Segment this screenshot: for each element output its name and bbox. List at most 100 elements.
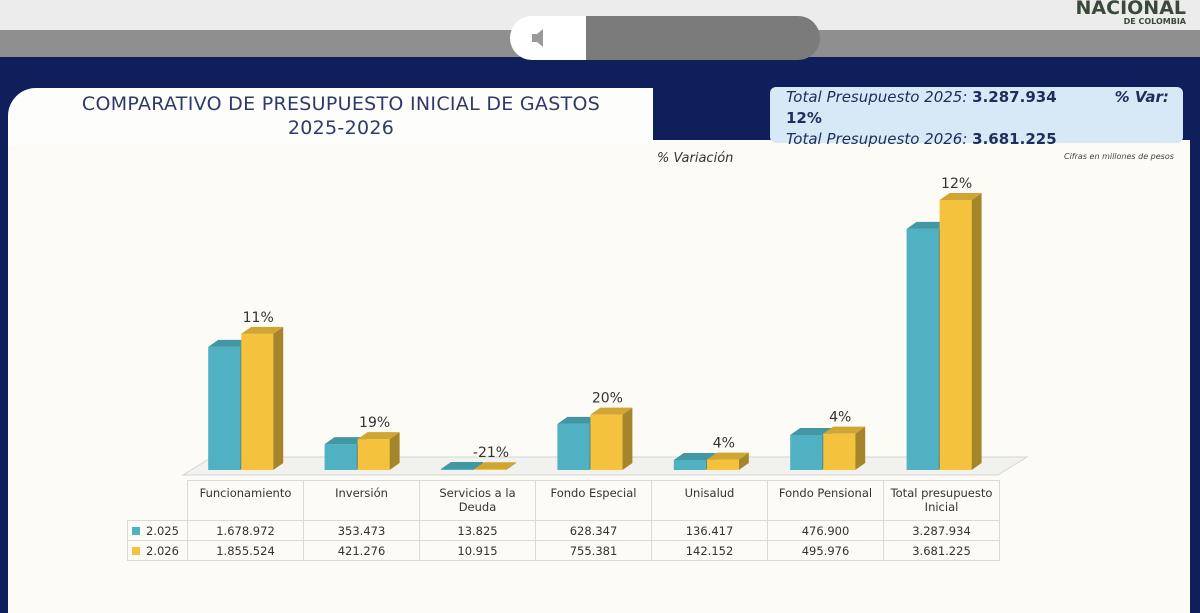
bar [823,426,866,470]
table-value: 3.681.225 [883,540,1000,561]
bar-side [389,432,400,470]
bar-top [790,428,833,436]
category-label: Fondo Especial [535,480,652,521]
bar-top [590,407,633,415]
bar-front [790,435,823,470]
logo-line: NACIONAL [1075,0,1186,19]
bar-front [939,200,972,470]
data-table: Funcionamiento Inversión Servicios a la De… [127,480,1000,561]
chart-subtitle: % Variación [657,151,734,166]
bar-side [855,426,866,470]
data-label: 4% [713,436,735,452]
note: Cifras en millones de pesos [1064,152,1174,161]
bar-front [557,423,590,470]
category-label: Total presupuesto Inicial [883,480,1000,521]
bar-top [557,416,600,424]
bar-side [506,462,516,470]
bar [590,407,633,470]
bar-side [273,326,284,470]
bar [474,462,516,470]
table-value: 136.417 [651,520,768,541]
bar-top [324,437,367,445]
bar [357,432,400,470]
bar-top [441,461,483,469]
bar [706,452,749,470]
bar-front [441,468,473,470]
table-value: 353.473 [303,520,420,541]
title-box: COMPARATIVO DE PRESUPUESTO INICIAL DE GA… [8,88,653,145]
label: Total Presupuesto 2026: [786,130,968,148]
bar-top [208,339,251,347]
bar [939,193,982,470]
category-label: Servicios a la Deuda [419,480,536,521]
legend-entry: 2.025 [127,520,188,541]
audio-control[interactable] [510,16,820,60]
category-label: Unisalud [651,480,768,521]
legend-entry: 2.026 [127,540,188,561]
table-row: 2.026 1.855.524 421.276 10.915 755.381 142.15… [127,540,1000,561]
bar-front [590,414,623,470]
value: 3.287.934 [972,88,1057,106]
bar [241,326,284,470]
corner [128,481,188,521]
bar-side [971,193,982,470]
data-label: -21% [473,445,509,461]
bar-side [622,407,633,470]
total-line: Total Presupuesto 2026: 3.681.225 [786,129,1183,150]
table-value: 142.152 [651,540,768,561]
bar-front [673,459,706,470]
total-line: Total Presupuesto 2025: 3.287.934 % Var: [786,87,1183,108]
table-row: 2.025 1.678.972 353.473 13.825 628.347 136.41… [127,520,1000,541]
category-label: Funcionamiento [187,480,304,521]
table-value: 3.287.934 [883,520,1000,541]
legend-swatch [132,526,140,535]
logo: NACIONAL DE COLOMBIA [1076,0,1186,26]
legend-swatch [132,546,140,555]
table-value: 628.347 [535,520,652,541]
data-label: 12% [941,176,972,192]
value: 12% [786,109,822,127]
data-label: 11% [243,310,274,326]
table-value: 476.900 [767,520,884,541]
data-label: 20% [592,391,623,407]
bar-front [823,433,856,470]
table-value: 1.678.972 [187,520,304,541]
bar-front [474,469,506,470]
table-header: Funcionamiento Inversión Servicios a la De… [128,480,1000,521]
category-label: Inversión [303,480,420,521]
logo-line: DE COLOMBIA [1123,17,1186,26]
legend-label: 2.025 [146,523,179,538]
bar-front [357,439,390,470]
bar-top [357,432,400,440]
bar-front [906,228,939,470]
table-value: 421.276 [303,540,420,561]
table-value: 755.381 [535,540,652,561]
speaker-icon[interactable] [528,23,558,53]
bar-side [738,452,749,470]
bar-front [241,333,274,470]
bar-top [823,426,866,434]
table-value: 13.825 [419,520,536,541]
bar-side [473,461,483,470]
label: Total Presupuesto 2025: [786,88,968,106]
title: COMPARATIVO DE PRESUPUESTO INICIAL DE GA… [81,93,601,139]
legend-label: 2.026 [146,543,179,558]
category-label: Fondo Pensional [767,480,884,521]
speaker-shape [532,29,543,47]
table-value: 10.915 [419,540,536,561]
value: 3.681.225 [972,130,1057,148]
bar-front [706,459,739,470]
table-value: 495.976 [767,540,884,561]
bar-top [241,326,284,334]
var-line: 12% [786,87,1183,129]
bar-front [208,346,241,470]
bar [441,461,483,470]
data-label: 19% [359,415,390,431]
bar-top [673,452,716,460]
label: % Var: [1114,88,1169,106]
totals-box: Total Presupuesto 2025: 3.287.934% Var: … [770,87,1183,148]
data-label: 4% [829,410,851,426]
bar-top [474,462,516,470]
